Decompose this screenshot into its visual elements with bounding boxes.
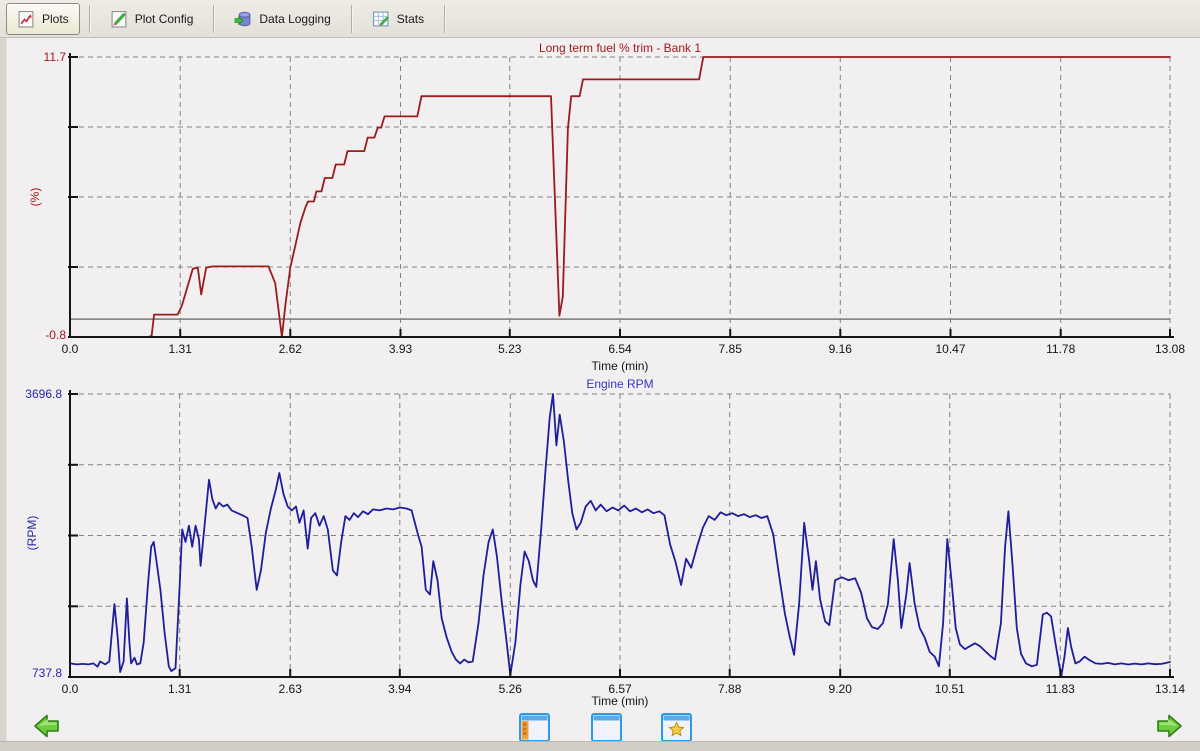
window-left-edge (0, 38, 7, 741)
tab-separator (88, 4, 90, 33)
x-tick-label: 13.08 (1155, 342, 1185, 356)
x-tick-label: 7.88 (718, 682, 742, 696)
fuel-trim-ymax-label: 11.7 (43, 50, 66, 64)
tab-stats-label: Stats (396, 11, 425, 26)
window-sidebar-icon (519, 713, 550, 742)
window-layout-sidebar-button[interactable] (519, 713, 550, 742)
green-arrow-right-icon (1157, 714, 1182, 738)
engine-rpm-ymax-label: 3696.8 (25, 387, 62, 401)
x-tick-label: 11.78 (1046, 342, 1075, 356)
x-tick-label: 2.63 (279, 682, 303, 696)
x-tick-label: 10.51 (935, 682, 965, 696)
green-arrow-left-icon (34, 714, 59, 738)
x-tick-label: 2.62 (279, 342, 303, 356)
next-page-button[interactable] (1156, 712, 1183, 740)
engine-rpm-plot-svg: 0.0 1.31 2.63 3.94 5.26 6.57 7.88 9.20 10.51 11.8… (62, 390, 1185, 696)
x-tick-label: 5.23 (498, 342, 522, 356)
database-import-icon (234, 10, 252, 28)
window-bottom-edge (0, 741, 1200, 751)
x-tick-label: 1.31 (168, 682, 192, 696)
x-tick-label: 3.94 (388, 682, 412, 696)
line-chart-page-icon (17, 10, 35, 28)
x-tick-label: 10.47 (935, 342, 965, 356)
window-favorites-button[interactable] (661, 713, 692, 742)
x-tick-label: 11.83 (1046, 682, 1075, 696)
fuel-trim-y-axis-label: (%) (28, 187, 42, 207)
fuel-trim-plot-svg: 0.0 1.31 2.62 3.93 5.23 6.54 7.85 9.16 10.47 11.7… (62, 53, 1185, 356)
tab-data-logging-label: Data Logging (259, 11, 331, 26)
window-blank-icon (591, 713, 622, 742)
previous-page-button[interactable] (33, 712, 60, 740)
tab-plot-config[interactable]: Plot Config (99, 3, 205, 35)
engine-rpm-x-axis-label: Time (min) (591, 694, 649, 708)
engine-rpm-chart: 0.0 1.31 2.63 3.94 5.26 6.57 7.88 9.20 10.51 11.8… (0, 376, 1200, 708)
x-tick-label: 3.93 (389, 342, 413, 356)
fuel-trim-title: Long term fuel % trim - Bank 1 (538, 41, 702, 55)
x-tick-label: 9.16 (829, 342, 853, 356)
x-tick-label: 7.85 (719, 342, 743, 356)
tab-bar: Plots Plot Config Data Logging (0, 0, 1200, 38)
tab-separator (213, 4, 215, 33)
fuel-trim-ymin-label: -0.8 (45, 328, 66, 342)
series-line (69, 56, 1171, 338)
x-tick-label: 9.20 (829, 682, 853, 696)
x-tick-label: 0.0 (62, 342, 79, 356)
tab-stats[interactable]: Stats (361, 3, 435, 35)
fuel-trim-x-axis-label: Time (min) (591, 359, 649, 373)
tab-data-logging[interactable]: Data Logging (223, 3, 341, 35)
x-tick-label: 13.14 (1155, 682, 1185, 696)
window-layout-blank-button[interactable] (591, 713, 622, 742)
engine-rpm-y-axis-label: (RPM) (25, 515, 39, 551)
tab-plot-config-label: Plot Config (134, 11, 194, 26)
engine-rpm-ymin-label: 737.8 (31, 666, 62, 680)
x-tick-label: 0.0 (62, 682, 79, 696)
x-tick-label: 5.26 (499, 682, 523, 696)
window-favorites-icon (661, 713, 692, 742)
x-tick-label: 1.31 (169, 342, 193, 356)
x-tick-label: 6.57 (608, 682, 632, 696)
x-tick-label: 6.54 (608, 342, 632, 356)
fuel-trim-chart: 0.0 1.31 2.62 3.93 5.23 6.54 7.85 9.16 10.47 11.7… (0, 38, 1200, 376)
series-line (69, 393, 1171, 678)
engine-rpm-title: Engine RPM (586, 377, 654, 391)
tab-plots[interactable]: Plots (6, 2, 80, 35)
tab-separator (350, 4, 352, 33)
tab-plots-label: Plots (42, 11, 69, 26)
tab-separator (444, 4, 446, 33)
table-pencil-icon (372, 10, 390, 28)
page-pencil-icon (110, 10, 128, 28)
